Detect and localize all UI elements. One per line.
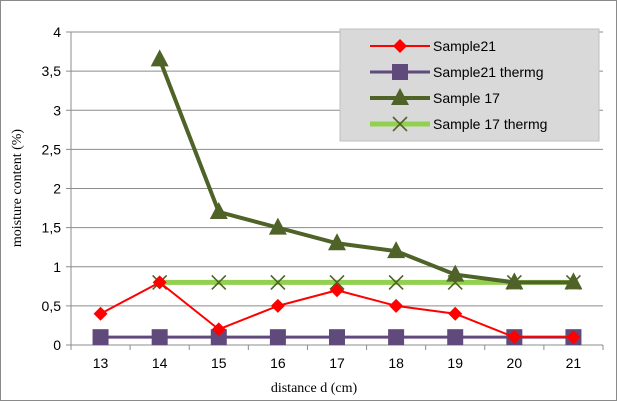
x-tick-label: 17 <box>329 355 345 371</box>
data-point <box>209 201 228 219</box>
y-tick-label: 4 <box>53 24 61 40</box>
legend: Sample21 Sample21 thermg Sample 17 Sample 1… <box>339 28 600 142</box>
x-tick-label: 13 <box>93 355 109 371</box>
data-point <box>566 330 581 345</box>
x-axis-title: distance d (cm) <box>271 381 358 396</box>
x-tick-label: 19 <box>447 355 463 371</box>
data-point <box>270 298 285 313</box>
data-point <box>152 275 167 290</box>
y-tick-label: 1,5 <box>42 220 62 236</box>
y-tick-label: 2 <box>53 181 61 197</box>
legend-item: Sample21 thermg <box>370 64 544 80</box>
data-point <box>268 217 287 235</box>
x-tick-label: 14 <box>152 355 168 371</box>
series-line <box>157 58 574 285</box>
y-tick-label: 1 <box>53 259 61 275</box>
data-point <box>269 329 286 346</box>
legend-label: Sample 17 <box>433 90 500 106</box>
series-sample21 <box>93 275 581 345</box>
data-point <box>507 330 522 345</box>
y-tick-label: 2,5 <box>42 141 62 157</box>
data-point <box>389 298 404 313</box>
data-point <box>150 49 169 67</box>
legend-label: Sample21 thermg <box>433 64 544 80</box>
legend-label: Sample 17 thermg <box>433 116 547 132</box>
x-marker-stroke <box>270 274 286 290</box>
x-tick-label: 21 <box>566 355 582 371</box>
data-point <box>388 329 405 346</box>
data-point <box>388 274 404 290</box>
data-point <box>505 272 524 290</box>
y-tick-label: 3 <box>53 102 61 118</box>
x-tick-label: 18 <box>388 355 404 371</box>
y-tick-labels: 0 0,5 1 1,5 2 2,5 3 3,5 4 <box>42 24 62 353</box>
data-point <box>564 272 583 290</box>
data-point <box>93 306 108 321</box>
data-point <box>328 233 346 251</box>
x-marker-stroke <box>329 274 345 290</box>
x-marker-stroke <box>211 274 227 290</box>
data-point <box>151 329 168 346</box>
y-axis-title: moisture content (%) <box>10 129 25 248</box>
y-tick-label: 0 <box>53 337 61 353</box>
data-point <box>329 274 345 290</box>
data-point <box>211 274 227 290</box>
x-tick-label: 20 <box>507 355 523 371</box>
data-point <box>211 322 226 337</box>
data-point <box>447 329 464 346</box>
legend-marker <box>392 64 408 80</box>
series-group <box>92 49 583 346</box>
data-point <box>448 306 463 321</box>
series-sample-17 <box>150 49 583 290</box>
y-tick-label: 0,5 <box>42 298 62 314</box>
legend-item: Sample21 <box>370 38 496 54</box>
legend-marker <box>391 88 409 105</box>
legend-marker <box>393 39 407 53</box>
data-point <box>330 283 344 298</box>
legend-item: Sample 17 thermg <box>370 116 547 132</box>
data-point <box>387 241 406 259</box>
x-marker-stroke <box>388 274 404 290</box>
data-point <box>329 329 345 346</box>
y-tick-label: 3,5 <box>42 63 62 79</box>
data-point <box>270 274 286 290</box>
legend-item: Sample 17 <box>370 88 500 106</box>
x-tick-label: 16 <box>270 355 286 371</box>
x-marker-stroke <box>392 116 408 132</box>
data-point <box>92 329 109 346</box>
legend-marker <box>392 116 408 132</box>
x-tick-label: 15 <box>211 355 227 371</box>
data-point <box>210 329 227 346</box>
x-tick-labels: 13 14 15 16 17 18 19 20 21 <box>93 355 582 371</box>
data-point <box>446 264 465 282</box>
legend-label: Sample21 <box>433 38 496 54</box>
